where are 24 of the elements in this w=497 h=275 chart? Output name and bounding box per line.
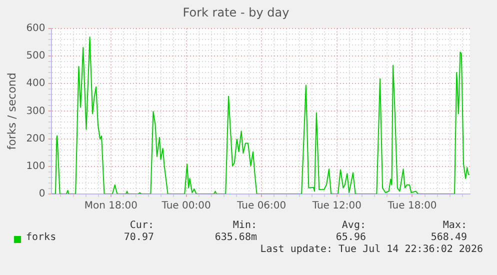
text: 635.68m — [214, 232, 257, 243]
x-tick-label: Tue 12:00 — [311, 200, 362, 212]
text: Max: — [442, 220, 467, 231]
y-tick-label: 600 — [26, 22, 46, 34]
y-axis-title: forks / second — [5, 72, 18, 150]
text: 568.49 — [430, 232, 467, 243]
text: 65.96 — [336, 232, 366, 243]
chart-title: Fork rate - by day — [182, 5, 290, 20]
x-tick-label: Mon 18:00 — [84, 200, 138, 212]
x-tick-label: Tue 00:00 — [160, 200, 211, 212]
text: Min: — [232, 220, 257, 231]
y-tick-label: 0 — [38, 188, 46, 200]
y-tick-label: 100 — [26, 160, 46, 172]
x-tick-label: Tue 06:00 — [236, 200, 286, 212]
x-tick-label: Tue 18:00 — [386, 200, 437, 212]
text: 70.97 — [124, 232, 154, 243]
text: Last update: Tue Jul 14 22:36:02 2026 — [260, 244, 483, 255]
y-tick-label: 500 — [26, 50, 46, 62]
text: Cur: — [130, 220, 154, 231]
y-tick-label: 200 — [26, 133, 46, 144]
y-tick-label: 300 — [26, 106, 46, 117]
y-tick-label: 400 — [26, 78, 46, 90]
text: Avg: — [342, 220, 366, 231]
legend-label: forks — [26, 232, 56, 243]
